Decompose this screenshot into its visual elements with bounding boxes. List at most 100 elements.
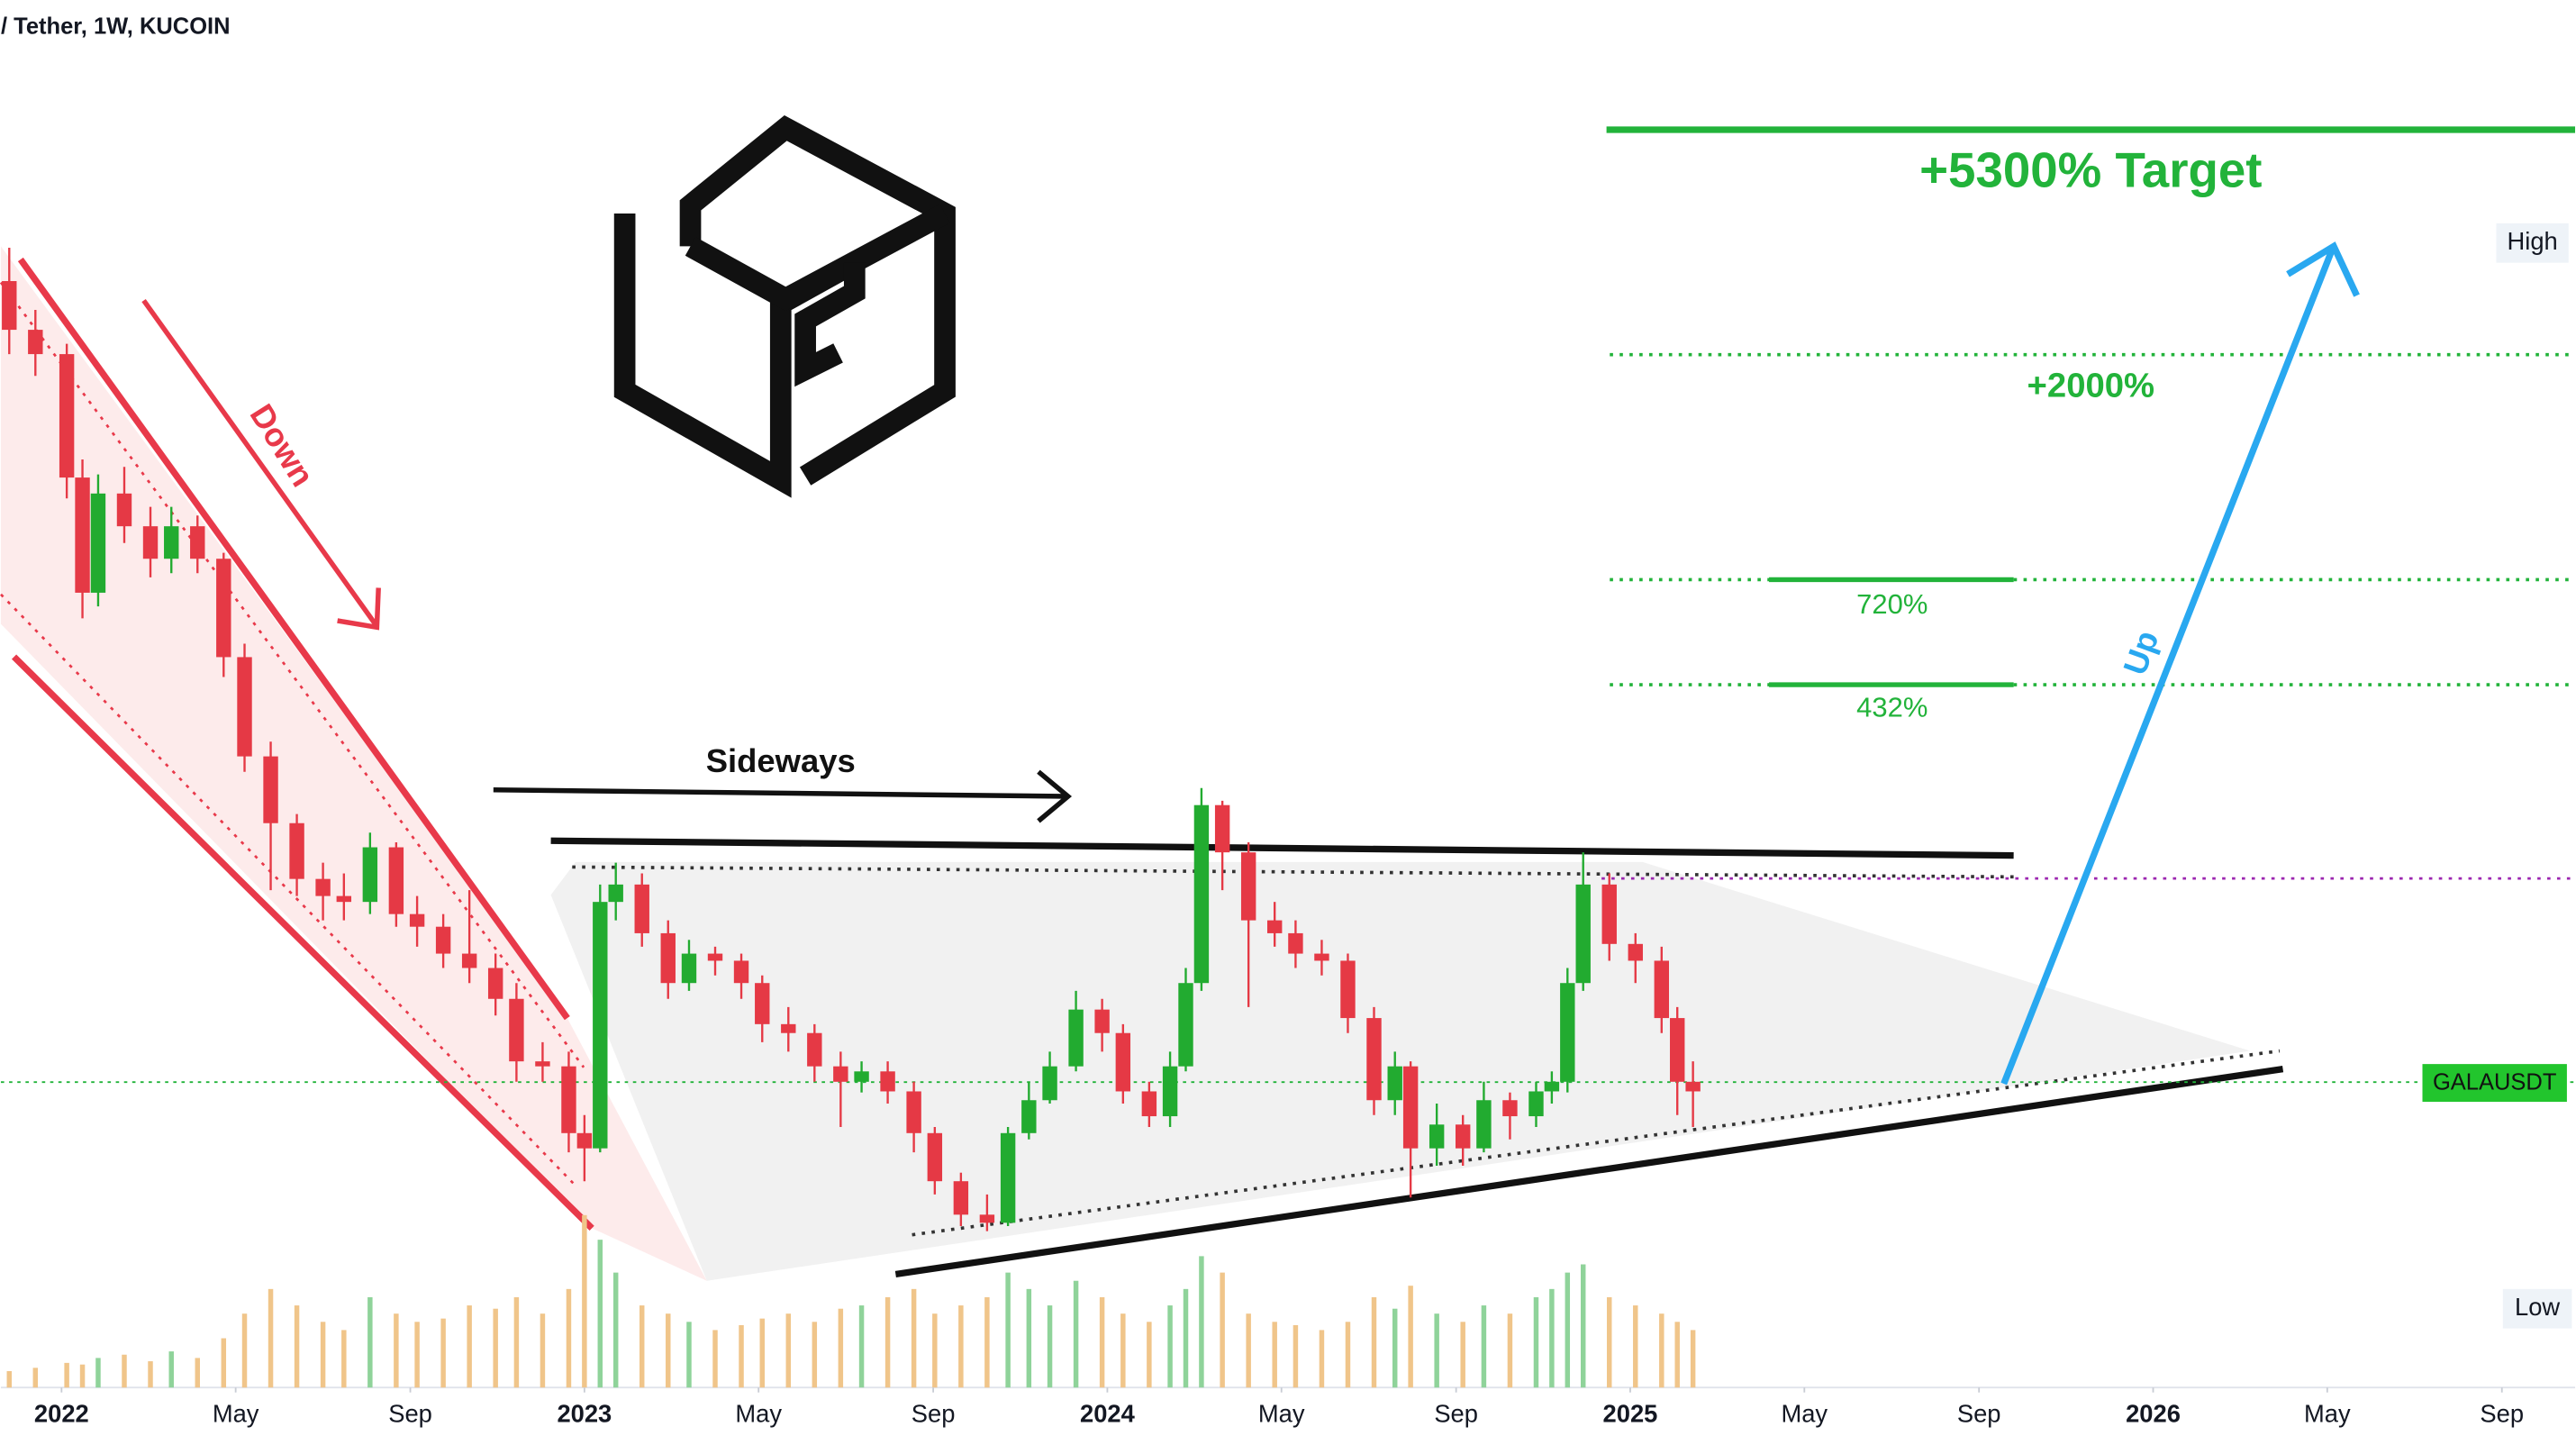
candle-body bbox=[315, 878, 331, 896]
candle-body bbox=[1654, 960, 1670, 1019]
candle-body bbox=[1544, 1081, 1560, 1092]
candle-body bbox=[1601, 884, 1617, 944]
volume-bar bbox=[597, 1240, 603, 1388]
candle-body bbox=[953, 1181, 969, 1215]
candle-body bbox=[1068, 1009, 1084, 1067]
volume-bar bbox=[639, 1305, 645, 1388]
volume-bar bbox=[958, 1305, 964, 1388]
sideways-arrow bbox=[493, 769, 1073, 823]
candle-body bbox=[561, 1066, 576, 1133]
candle-body bbox=[487, 968, 503, 999]
volume-bar bbox=[513, 1296, 520, 1388]
volume-bar bbox=[241, 1313, 248, 1388]
candle-body bbox=[1141, 1091, 1157, 1117]
candle-body bbox=[979, 1214, 995, 1223]
candle-body bbox=[681, 953, 697, 984]
candle-body bbox=[1288, 932, 1303, 954]
x-tick-label: May bbox=[213, 1399, 259, 1427]
candle-body bbox=[854, 1071, 869, 1082]
candle-body bbox=[576, 1132, 593, 1149]
candle-body bbox=[2, 281, 17, 331]
x-tick-label: 2025 bbox=[1603, 1399, 1658, 1427]
volume-bar bbox=[1674, 1322, 1680, 1388]
volume-bar bbox=[1549, 1288, 1555, 1388]
candle-body bbox=[1455, 1124, 1471, 1149]
candle-body bbox=[1162, 1066, 1178, 1117]
x-tick-label: May bbox=[2304, 1399, 2351, 1427]
high-label-bg bbox=[2496, 223, 2569, 263]
candle-body bbox=[755, 983, 770, 1024]
volume-bar bbox=[1047, 1305, 1053, 1388]
volume-bar bbox=[1659, 1313, 1664, 1388]
candle-body bbox=[1560, 983, 1575, 1082]
volume-bar bbox=[612, 1272, 619, 1388]
volume-bar bbox=[95, 1358, 101, 1388]
volume-bar bbox=[1272, 1322, 1277, 1388]
volume-bar bbox=[1690, 1330, 1696, 1388]
volume-bar bbox=[1533, 1296, 1539, 1388]
candle-body bbox=[833, 1066, 848, 1082]
candle-body bbox=[409, 913, 425, 927]
logo bbox=[613, 115, 956, 498]
candle-body bbox=[75, 477, 90, 593]
candle-body bbox=[1628, 943, 1643, 961]
volume-bar bbox=[1408, 1286, 1413, 1388]
x-tick-label: Sep bbox=[1434, 1399, 1478, 1427]
chart-title: / Tether, 1W, KUCOIN bbox=[1, 14, 231, 40]
candle-body bbox=[190, 526, 205, 559]
resistance-line bbox=[550, 837, 2014, 859]
volume-bar bbox=[341, 1330, 347, 1388]
volume-bar bbox=[1073, 1280, 1079, 1388]
candle-body bbox=[263, 756, 278, 823]
channel-shade bbox=[0, 246, 707, 1281]
volume-bar bbox=[759, 1318, 765, 1388]
x-tick-label: Sep bbox=[388, 1399, 432, 1427]
volume-bar bbox=[911, 1288, 917, 1388]
volume-bar bbox=[168, 1351, 174, 1388]
volume-bar bbox=[566, 1288, 572, 1388]
volume-bar bbox=[1434, 1313, 1439, 1388]
high-label: High bbox=[2508, 227, 2558, 255]
candle-body bbox=[593, 902, 608, 1149]
candle-body bbox=[1193, 804, 1210, 984]
volume-bar bbox=[582, 1214, 587, 1388]
candle-body bbox=[59, 354, 75, 478]
candle-body bbox=[1042, 1066, 1057, 1101]
candle-body bbox=[216, 559, 231, 658]
candle-body bbox=[927, 1132, 943, 1182]
candle-body bbox=[1115, 1032, 1131, 1092]
volume-bar bbox=[1293, 1324, 1299, 1388]
volume-bar bbox=[148, 1361, 153, 1388]
volume-bar bbox=[221, 1338, 227, 1388]
volume-bar bbox=[1607, 1296, 1612, 1388]
x-tick-label: Sep bbox=[1957, 1399, 2001, 1427]
level-segments bbox=[1769, 577, 2014, 687]
candle-body bbox=[164, 526, 179, 559]
marks bbox=[2, 248, 1701, 1388]
candle-body bbox=[1476, 1100, 1492, 1149]
low-label-bg bbox=[2502, 1288, 2572, 1329]
candle-body bbox=[1685, 1081, 1701, 1092]
x-tick-label: Sep bbox=[912, 1399, 956, 1427]
candle-body bbox=[336, 895, 352, 903]
volume-bar bbox=[294, 1305, 300, 1388]
x-tick-label: 2022 bbox=[34, 1399, 89, 1427]
volume-bar bbox=[1507, 1313, 1513, 1388]
volume-bar bbox=[32, 1368, 39, 1388]
volume-bar bbox=[414, 1322, 420, 1388]
annotation: Up bbox=[2116, 626, 2165, 680]
x-tick-label: Sep bbox=[2480, 1399, 2524, 1427]
channel-line bbox=[17, 257, 570, 1021]
candle-body bbox=[1575, 884, 1591, 984]
candle-body bbox=[1402, 1066, 1419, 1149]
volume-bar bbox=[1481, 1305, 1487, 1388]
candle-body bbox=[1000, 1132, 1016, 1223]
candle-body bbox=[1094, 1009, 1110, 1033]
support-dotted bbox=[912, 1049, 2281, 1237]
candle-body bbox=[116, 493, 132, 527]
annotation: Sideways bbox=[706, 742, 856, 779]
candle-body bbox=[660, 932, 676, 984]
volume-bar bbox=[1099, 1296, 1105, 1388]
volume-bar bbox=[932, 1313, 938, 1388]
